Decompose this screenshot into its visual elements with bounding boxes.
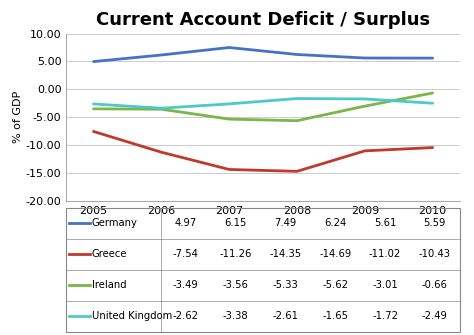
Text: -3.01: -3.01: [372, 280, 398, 290]
Text: -1.65: -1.65: [322, 311, 348, 321]
Title: Current Account Deficit / Surplus: Current Account Deficit / Surplus: [96, 11, 430, 29]
Text: -2.62: -2.62: [173, 311, 199, 321]
Text: United Kingdom: United Kingdom: [92, 311, 172, 321]
Text: -0.66: -0.66: [422, 280, 448, 290]
Text: 6.24: 6.24: [324, 218, 346, 228]
Text: Ireland: Ireland: [92, 280, 127, 290]
Text: -5.62: -5.62: [322, 280, 348, 290]
Text: 4.97: 4.97: [174, 218, 197, 228]
Text: -7.54: -7.54: [173, 249, 199, 259]
Text: 6.15: 6.15: [224, 218, 247, 228]
Text: -3.56: -3.56: [223, 280, 248, 290]
Text: -11.02: -11.02: [369, 249, 401, 259]
Text: -3.49: -3.49: [173, 280, 199, 290]
Text: 5.61: 5.61: [374, 218, 396, 228]
Text: -1.72: -1.72: [372, 311, 398, 321]
Text: -10.43: -10.43: [419, 249, 451, 259]
Text: Germany: Germany: [92, 218, 138, 228]
Text: 7.49: 7.49: [274, 218, 297, 228]
Text: -14.35: -14.35: [269, 249, 301, 259]
Text: -5.33: -5.33: [273, 280, 298, 290]
Text: -14.69: -14.69: [319, 249, 351, 259]
Text: 5.59: 5.59: [424, 218, 446, 228]
Text: -2.61: -2.61: [273, 311, 298, 321]
Text: -2.49: -2.49: [422, 311, 448, 321]
Y-axis label: % of GDP: % of GDP: [13, 91, 23, 143]
Text: -11.26: -11.26: [219, 249, 252, 259]
Text: Greece: Greece: [92, 249, 128, 259]
Text: -3.38: -3.38: [223, 311, 248, 321]
